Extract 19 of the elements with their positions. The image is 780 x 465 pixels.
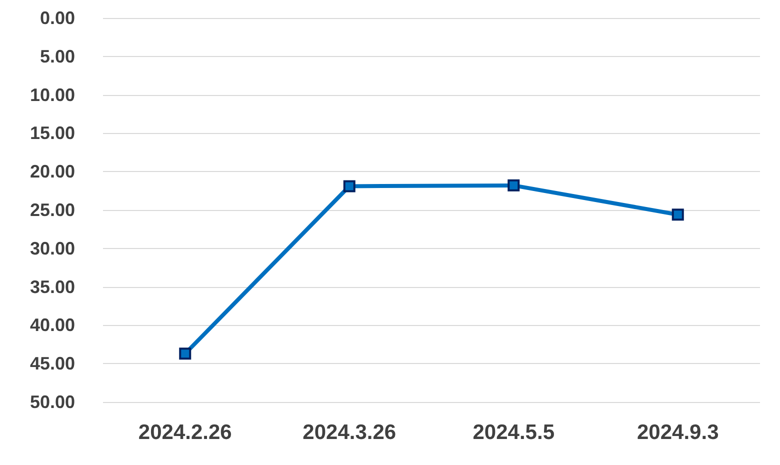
y-tick-label: 50.00 bbox=[30, 392, 75, 412]
y-tick-label: 5.00 bbox=[40, 46, 75, 66]
x-tick-label: 2024.5.5 bbox=[472, 421, 555, 444]
x-tick-label: 2024.2.26 bbox=[138, 421, 232, 444]
y-tick-label: 35.00 bbox=[30, 276, 75, 297]
y-tick-label: 0.00 bbox=[40, 8, 75, 28]
point bbox=[343, 180, 356, 192]
point bbox=[508, 179, 520, 192]
y-tick-label: 45.00 bbox=[30, 354, 75, 374]
y-tick-label: 25.00 bbox=[30, 200, 75, 220]
point bbox=[179, 348, 192, 360]
y-tick-label: 20.00 bbox=[30, 162, 75, 182]
y-tick-label: 10.00 bbox=[30, 84, 75, 105]
y-tick-label: 40.00 bbox=[30, 315, 75, 336]
y-tick-label: 30.00 bbox=[30, 238, 75, 258]
point bbox=[672, 208, 684, 221]
x-tick-label: 2024.3.26 bbox=[302, 421, 396, 444]
y-tick-label: 15.00 bbox=[30, 123, 75, 144]
x-tick-label: 2024.9.3 bbox=[637, 421, 719, 444]
